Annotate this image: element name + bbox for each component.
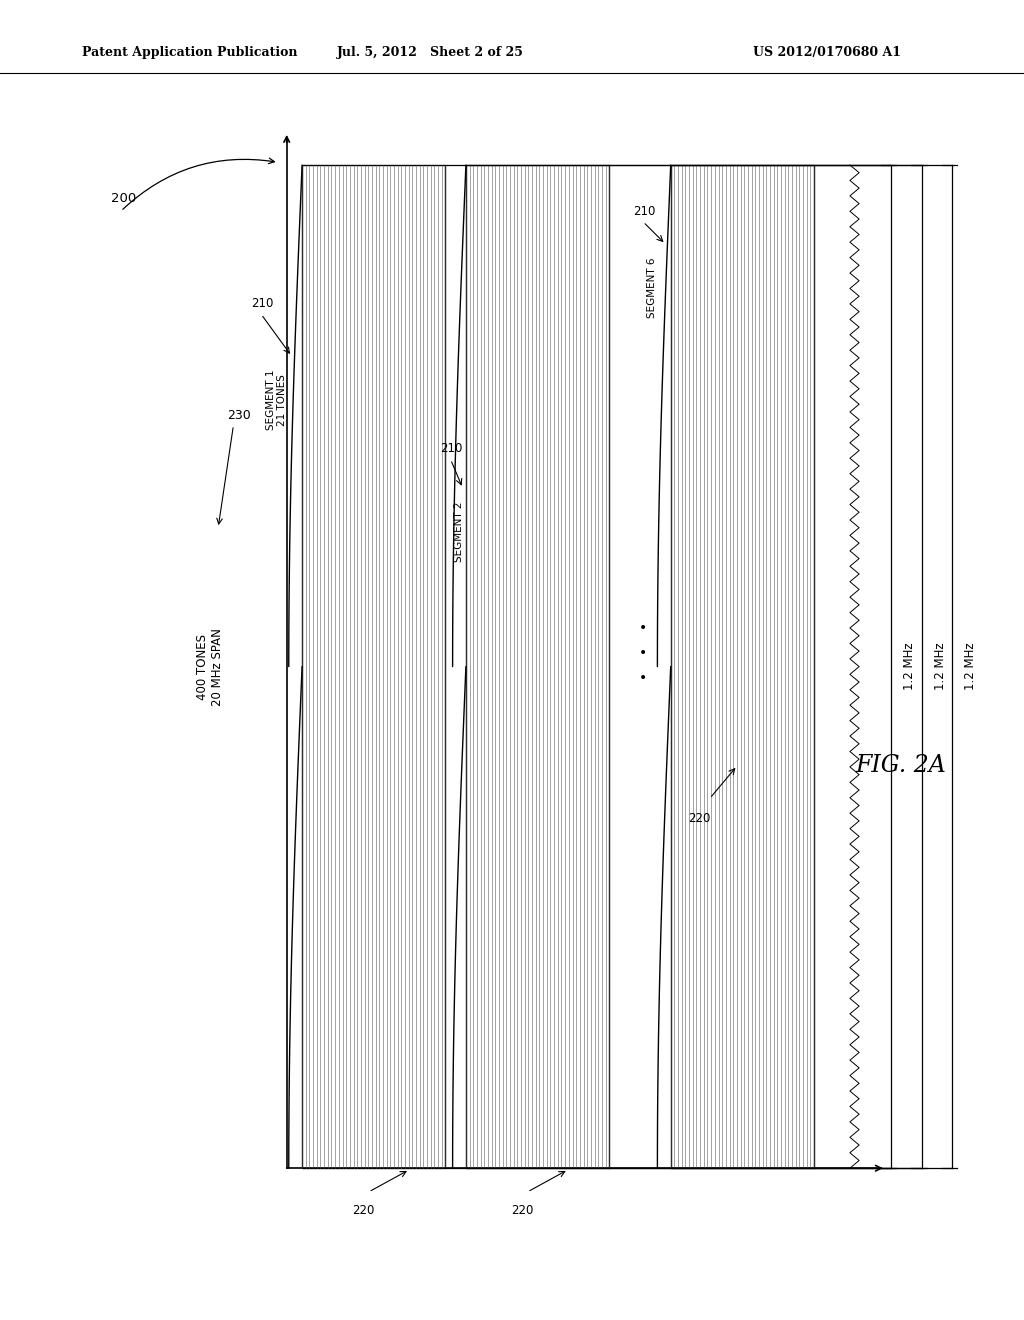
Text: SEGMENT 1
21 TONES: SEGMENT 1 21 TONES — [265, 370, 288, 430]
Text: 220: 220 — [688, 812, 711, 825]
Text: 200: 200 — [111, 191, 136, 205]
Text: 220: 220 — [511, 1204, 534, 1217]
Text: Jul. 5, 2012   Sheet 2 of 25: Jul. 5, 2012 Sheet 2 of 25 — [337, 46, 523, 59]
Text: Patent Application Publication: Patent Application Publication — [82, 46, 297, 59]
Text: 1.2 MHz: 1.2 MHz — [934, 643, 946, 690]
Bar — [466, 165, 609, 1168]
Text: 220: 220 — [352, 1204, 375, 1217]
Text: 210: 210 — [633, 205, 655, 218]
Bar — [671, 165, 814, 1168]
Text: 230: 230 — [227, 409, 251, 422]
Text: 1.2 MHz: 1.2 MHz — [965, 643, 977, 690]
Text: •
•
•: • • • — [639, 622, 647, 685]
Text: 210: 210 — [440, 442, 463, 455]
Text: SEGMENT 6: SEGMENT 6 — [647, 257, 657, 318]
Bar — [302, 165, 445, 1168]
Text: 210: 210 — [251, 297, 273, 310]
Text: 400 TONES
20 MHz SPAN: 400 TONES 20 MHz SPAN — [196, 628, 224, 705]
Text: US 2012/0170680 A1: US 2012/0170680 A1 — [753, 46, 901, 59]
Text: FIG. 2A: FIG. 2A — [856, 754, 946, 777]
Text: 1.2 MHz: 1.2 MHz — [903, 643, 915, 690]
Text: SEGMENT 2: SEGMENT 2 — [454, 502, 464, 562]
